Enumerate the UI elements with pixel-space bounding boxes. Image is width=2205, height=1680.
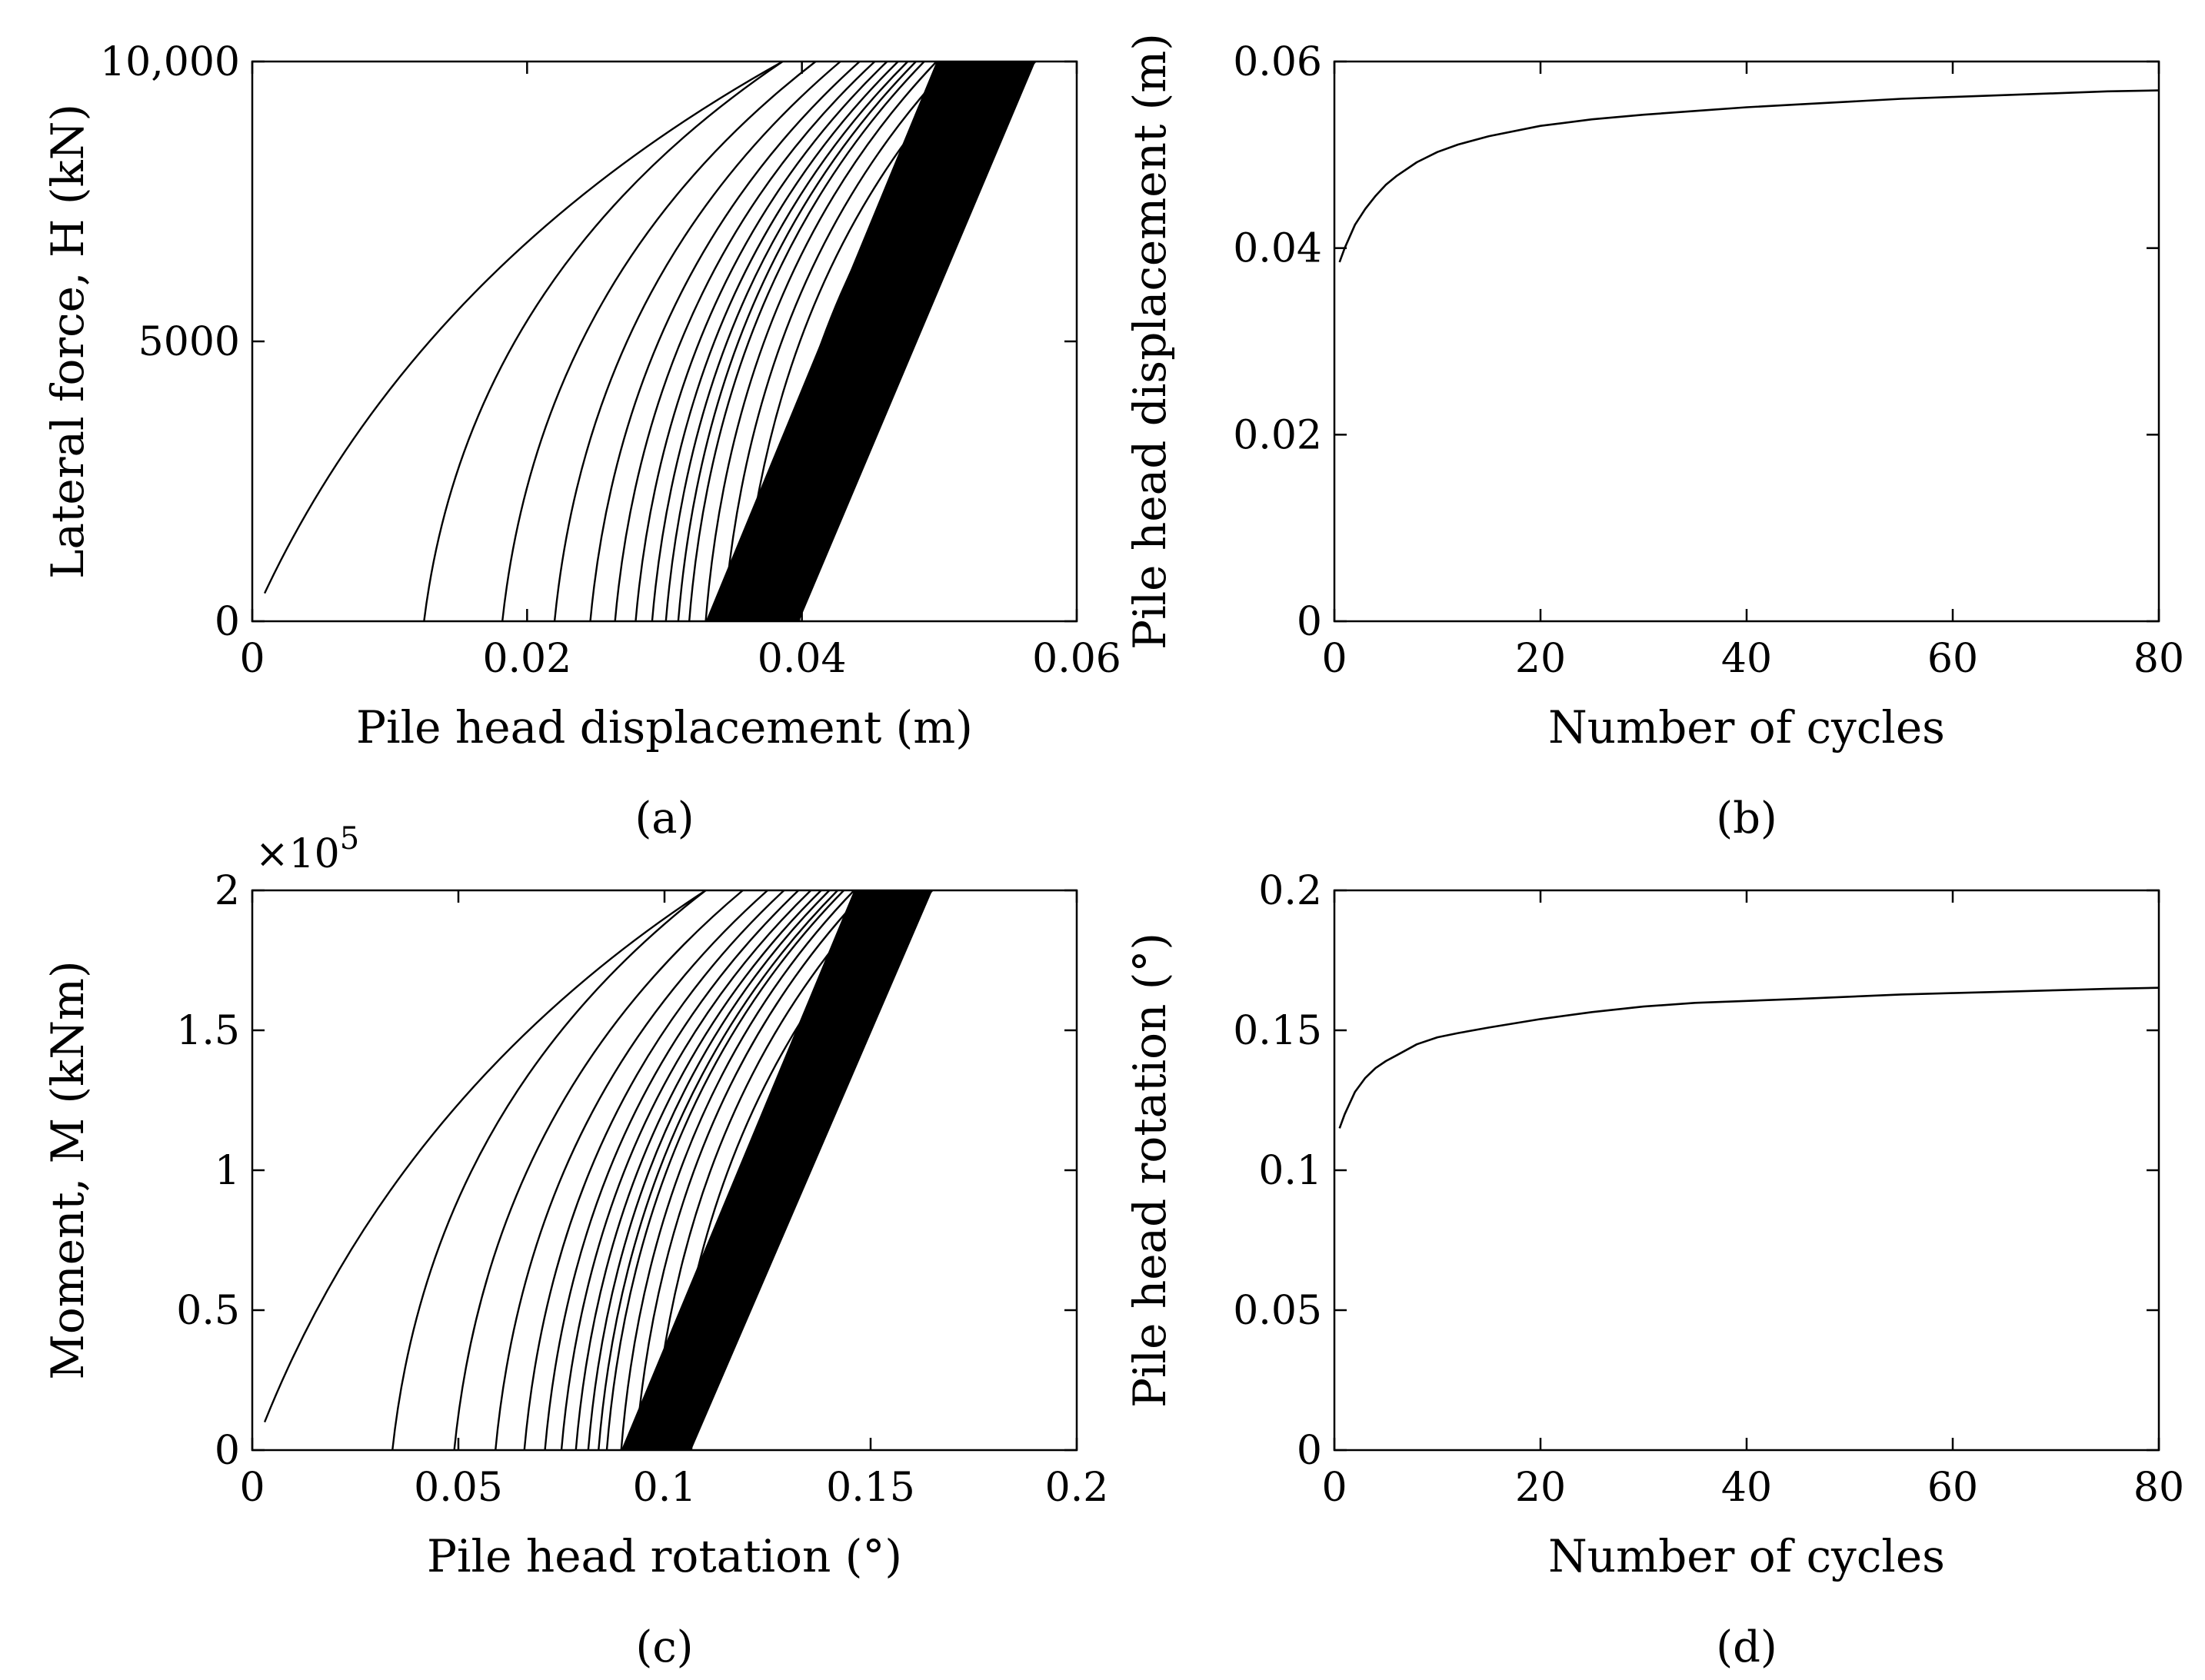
x-tick-label: 40 bbox=[1721, 636, 1772, 682]
series-reload-cycle-curve bbox=[605, 890, 845, 1451]
y-tick-label: 1.5 bbox=[176, 1008, 240, 1054]
x-tick-label: 0.05 bbox=[414, 1465, 503, 1511]
series-reload-cycle-curve bbox=[635, 890, 868, 1451]
series-reload-cycle-curve bbox=[501, 61, 817, 622]
y-axis-label: Pile head displacement (m) bbox=[1124, 33, 1176, 650]
series-dense-band bbox=[621, 890, 933, 1450]
plot-area bbox=[263, 60, 1037, 622]
x-tick-label: 20 bbox=[1515, 636, 1566, 682]
y-axis-label: Moment, M (kNm) bbox=[42, 960, 94, 1379]
panel-label: (a) bbox=[635, 793, 694, 843]
series-reload-cycle-curve bbox=[523, 890, 785, 1451]
series-reload-cycle-curve bbox=[553, 61, 841, 622]
y-tick-label: 0 bbox=[1297, 1428, 1322, 1474]
series-reload-cycle-curve bbox=[651, 61, 899, 622]
y-tick-label: 0.15 bbox=[1233, 1008, 1322, 1054]
y-exponent-label: ×105 bbox=[255, 821, 359, 877]
series-line-0 bbox=[1338, 986, 2160, 1129]
panel-label: (c) bbox=[635, 1622, 693, 1672]
series-initial-loading-curve bbox=[263, 889, 707, 1423]
x-tick-label: 0.06 bbox=[1032, 636, 1121, 682]
x-tick-label: 0.02 bbox=[482, 636, 571, 682]
y-tick-label: 0.5 bbox=[176, 1288, 240, 1334]
series-reload-cycle-curve bbox=[544, 890, 800, 1451]
y-tick-label: 2 bbox=[215, 868, 240, 914]
x-tick-label: 0.1 bbox=[633, 1465, 697, 1511]
series-reload-cycle-curve bbox=[587, 890, 831, 1451]
chart-panel-b: 0 20 40 60 80 0 0.02 0.04 0.06 Number of cycles Pi… bbox=[1124, 33, 2184, 843]
series-reload-cycle-curve bbox=[664, 61, 909, 622]
chart-panel-c: 0 0.05 0.1 0.15 0.2 0 0.5 1 1.5 2 ×105 Pile head ro… bbox=[42, 821, 1108, 1672]
x-tick-label: 0 bbox=[239, 636, 265, 682]
x-tick-label: 80 bbox=[2133, 1465, 2184, 1511]
series-reload-cycle-curve bbox=[391, 890, 707, 1451]
x-tick-label: 0 bbox=[239, 1465, 265, 1511]
x-tick-label: 0.04 bbox=[758, 636, 847, 682]
x-tick-label: 80 bbox=[2133, 636, 2184, 682]
y-tick-label: 0.05 bbox=[1233, 1288, 1322, 1334]
plot-area bbox=[263, 889, 934, 1451]
series-reload-cycle-curve bbox=[688, 61, 925, 622]
series-reload-cycle-curve bbox=[495, 890, 768, 1451]
series-reload-cycle-curve bbox=[589, 61, 861, 622]
y-tick-label: 0.1 bbox=[1258, 1148, 1322, 1194]
x-axis-label: Pile head displacement (m) bbox=[356, 701, 973, 754]
plot-area bbox=[1338, 986, 2160, 1129]
series-reload-cycle-curve bbox=[677, 61, 917, 622]
panel-label: (b) bbox=[1716, 793, 1777, 843]
y-tick-label: 0 bbox=[215, 599, 240, 645]
x-axis-label: Number of cycles bbox=[1548, 1530, 1945, 1582]
x-tick-label: 60 bbox=[1927, 636, 1978, 682]
y-tick-label: 0.04 bbox=[1233, 226, 1322, 272]
y-tick-label: 0 bbox=[1297, 599, 1322, 645]
series-reload-cycle-curve bbox=[598, 890, 838, 1451]
chart-panel-d: 0 20 40 60 80 0 0.05 0.1 0.15 0.2 Number of cycles… bbox=[1124, 868, 2184, 1672]
y-tick-label: 0.02 bbox=[1233, 412, 1322, 458]
series-reload-cycle-curve bbox=[423, 61, 784, 622]
y-axis-label: Pile head rotation (°) bbox=[1124, 933, 1176, 1408]
series-reload-cycle-curve bbox=[620, 890, 855, 1451]
plot-area bbox=[1338, 89, 2160, 263]
y-tick-label: 1 bbox=[215, 1148, 240, 1194]
series-reload-cycle-curve bbox=[614, 61, 876, 622]
chart-panel-a: 0 0.02 0.04 0.06 0 5000 10,000 Pile head displa… bbox=[42, 39, 1121, 843]
exponent-base: ×10 bbox=[255, 831, 340, 877]
x-tick-label: 0.2 bbox=[1045, 1465, 1109, 1511]
series-dense-band bbox=[705, 62, 1036, 621]
x-axis-label: Pile head rotation (°) bbox=[427, 1530, 902, 1582]
x-tick-label: 20 bbox=[1515, 1465, 1566, 1511]
panel-label: (d) bbox=[1716, 1622, 1777, 1672]
y-axis-label: Lateral force, H (kN) bbox=[42, 104, 94, 579]
series-reload-cycle-curve bbox=[560, 890, 812, 1451]
plot-frame bbox=[1333, 889, 2160, 1452]
x-tick-label: 0 bbox=[1321, 1465, 1347, 1511]
series-reload-cycle-curve bbox=[635, 61, 888, 622]
series-reload-cycle-curve bbox=[722, 61, 954, 622]
y-tick-label: 0.2 bbox=[1258, 868, 1322, 914]
x-tick-label: 40 bbox=[1721, 1465, 1772, 1511]
series-reload-cycle-curve bbox=[575, 890, 822, 1451]
series-line-0 bbox=[1338, 89, 2160, 263]
x-tick-label: 0.15 bbox=[826, 1465, 915, 1511]
x-tick-label: 0 bbox=[1321, 636, 1347, 682]
y-tick-label: 0 bbox=[215, 1428, 240, 1474]
y-tick-label: 5000 bbox=[138, 319, 240, 365]
x-axis-label: Number of cycles bbox=[1548, 701, 1945, 754]
series-reload-cycle-curve bbox=[704, 61, 938, 622]
series-reload-cycle-curve bbox=[453, 890, 744, 1451]
y-tick-label: 10,000 bbox=[100, 39, 240, 85]
series-initial-loading-curve bbox=[263, 60, 784, 594]
exponent-power: 5 bbox=[340, 821, 359, 857]
x-tick-label: 60 bbox=[1927, 1465, 1978, 1511]
y-tick-label: 0.06 bbox=[1233, 39, 1322, 85]
